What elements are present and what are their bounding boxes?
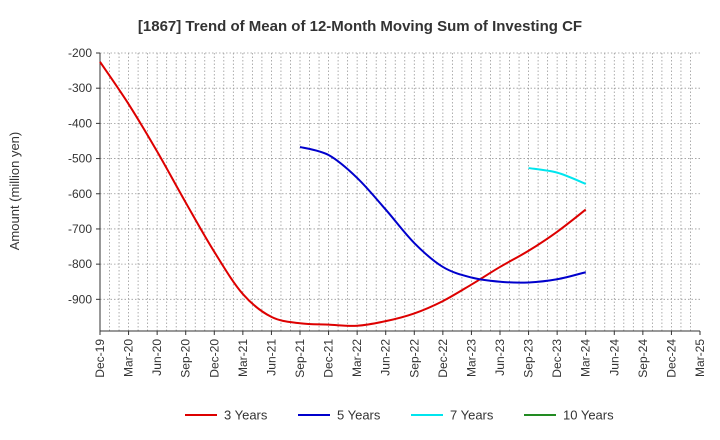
x-tick-label: Mar-20 bbox=[122, 339, 136, 377]
y-axis-label: Amount (million yen) bbox=[7, 132, 22, 251]
x-tick-label: Dec-21 bbox=[322, 339, 336, 378]
x-tick-label: Mar-24 bbox=[579, 339, 593, 377]
x-tick-label: Sep-20 bbox=[179, 339, 193, 378]
x-tick-label: Dec-22 bbox=[436, 339, 450, 378]
series-line-3-years bbox=[99, 61, 587, 327]
series-lines bbox=[99, 61, 587, 327]
y-tick-label: -500 bbox=[68, 152, 92, 166]
x-tick-label: Sep-24 bbox=[636, 339, 650, 378]
x-tick-label: Dec-24 bbox=[664, 339, 678, 378]
x-tick-label: Jun-21 bbox=[264, 339, 278, 376]
chart-title: [1867] Trend of Mean of 12-Month Moving … bbox=[138, 18, 582, 35]
x-tick-label: Jun-22 bbox=[379, 339, 393, 376]
x-tick-label: Sep-21 bbox=[293, 339, 307, 378]
x-tick-label: Mar-21 bbox=[236, 339, 250, 377]
series-line-7-years bbox=[528, 167, 587, 185]
y-tick-label: -300 bbox=[68, 81, 92, 95]
x-tick-label: Dec-23 bbox=[550, 339, 564, 378]
x-tick-label: Mar-25 bbox=[693, 339, 707, 377]
x-axis-ticks: Dec-19 Mar-20 Jun-20 Sep-20 Dec-20 Mar-21 Jun-… bbox=[93, 331, 707, 378]
legend-label-10-years: 10 Years bbox=[563, 408, 614, 423]
x-tick-label: Dec-20 bbox=[207, 339, 221, 378]
legend: 3 Years 5 Years 7 Years 10 Years bbox=[185, 408, 614, 423]
y-tick-label: -700 bbox=[68, 222, 92, 236]
x-tick-label: Mar-22 bbox=[350, 339, 364, 377]
x-tick-label: Jun-20 bbox=[150, 339, 164, 376]
x-tick-label: Jun-23 bbox=[493, 339, 507, 376]
y-tick-label: -900 bbox=[68, 292, 92, 306]
x-tick-label: Sep-23 bbox=[522, 339, 536, 378]
legend-label-7-years: 7 Years bbox=[450, 408, 494, 423]
y-tick-label: -400 bbox=[68, 116, 92, 130]
y-tick-label: -200 bbox=[68, 46, 92, 60]
plot-area bbox=[99, 52, 700, 332]
x-tick-label: Sep-22 bbox=[407, 339, 421, 378]
x-tick-label: Jun-24 bbox=[607, 339, 621, 376]
plot-background bbox=[100, 53, 700, 331]
y-axis-ticks: -200 -300 -400 -500 -600 -700 -800 -900 bbox=[68, 46, 100, 306]
y-tick-label: -600 bbox=[68, 187, 92, 201]
x-tick-label: Mar-23 bbox=[464, 339, 478, 377]
series-line-5-years bbox=[299, 145, 586, 284]
legend-label-5-years: 5 Years bbox=[337, 408, 381, 423]
x-tick-label: Dec-19 bbox=[93, 339, 107, 378]
y-tick-label: -800 bbox=[68, 257, 92, 271]
legend-label-3-years: 3 Years bbox=[224, 408, 268, 423]
